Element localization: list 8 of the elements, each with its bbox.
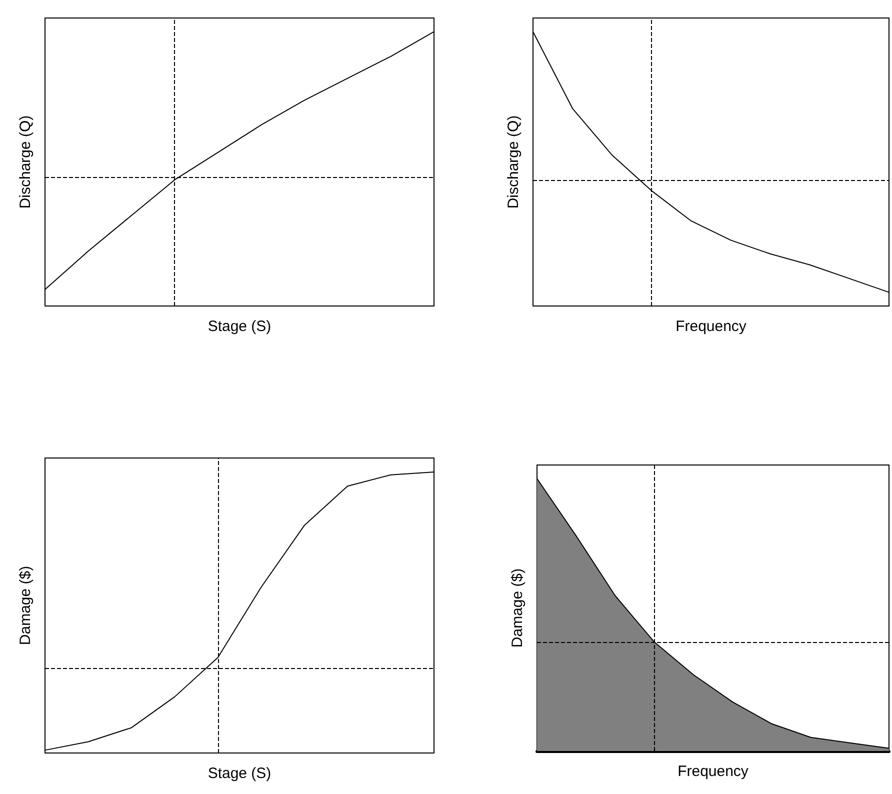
y-axis-title: Discharge (Q) <box>505 115 522 209</box>
x-axis-title: Frequency <box>676 318 747 335</box>
x-axis-title: Frequency <box>678 763 749 780</box>
y-axis-title: Damage ($) <box>509 568 526 648</box>
x-axis-title: Stage (S) <box>208 765 272 782</box>
y-axis-title: Damage ($) <box>17 566 34 646</box>
x-axis-title: Stage (S) <box>208 318 272 335</box>
y-axis-title: Discharge (Q) <box>17 115 34 209</box>
